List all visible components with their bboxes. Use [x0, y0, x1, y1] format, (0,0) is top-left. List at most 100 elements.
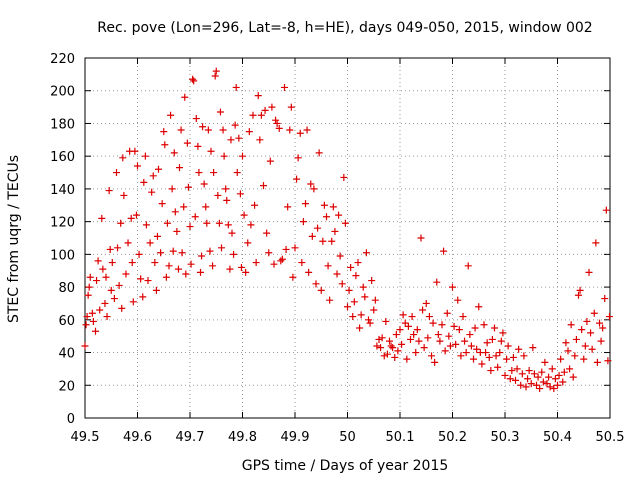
data-point: [162, 273, 170, 281]
data-point: [352, 272, 360, 280]
data-point: [335, 211, 343, 219]
data-point: [581, 342, 589, 350]
data-point: [167, 111, 175, 119]
data-point: [81, 342, 89, 350]
data-point: [190, 77, 198, 85]
data-point: [184, 183, 192, 191]
data-point: [287, 103, 295, 111]
data-point: [92, 327, 99, 335]
data-point: [394, 347, 402, 355]
data-point: [115, 281, 123, 289]
data-point: [303, 126, 311, 134]
data-point: [455, 326, 463, 334]
data-point: [410, 331, 418, 339]
data-point: [529, 344, 537, 352]
data-point: [571, 352, 579, 360]
data-point: [189, 75, 197, 83]
data-point: [347, 263, 355, 271]
data-point: [534, 373, 542, 381]
data-point: [202, 203, 210, 211]
data-point: [429, 319, 437, 327]
data-point: [371, 296, 379, 304]
data-point: [106, 245, 114, 253]
data-point: [168, 185, 176, 193]
data-point: [396, 326, 404, 334]
data-point: [312, 280, 320, 288]
data-point: [517, 381, 525, 389]
data-point: [462, 349, 470, 357]
data-point: [491, 324, 498, 332]
data-point: [176, 164, 183, 172]
data-point: [140, 178, 148, 186]
y-tick-label: 100: [50, 248, 75, 263]
data-point: [483, 339, 491, 347]
data-point: [546, 383, 554, 391]
data-point: [541, 358, 549, 366]
data-point: [590, 309, 598, 317]
data-point: [227, 136, 235, 144]
data-point: [340, 173, 348, 181]
data-point: [247, 221, 255, 229]
data-point: [151, 259, 159, 267]
data-point: [265, 249, 273, 257]
data-point: [233, 169, 241, 177]
data-point: [487, 367, 495, 375]
data-point: [230, 250, 238, 258]
data-point: [118, 304, 126, 312]
data-point: [488, 335, 496, 343]
data-point: [277, 257, 285, 265]
data-point: [302, 200, 309, 208]
data-point: [515, 345, 523, 353]
data-point: [296, 129, 304, 137]
data-point: [173, 227, 181, 235]
data-point: [237, 263, 245, 271]
data-point: [446, 342, 454, 350]
data-point: [420, 344, 428, 352]
data-point: [509, 353, 517, 361]
data-point: [475, 303, 483, 311]
data-point: [466, 331, 474, 339]
data-point: [323, 213, 330, 221]
data-point: [260, 182, 267, 190]
data-point: [341, 219, 349, 227]
data-point: [275, 124, 283, 132]
data-point: [282, 245, 290, 253]
data-point: [216, 108, 224, 116]
data-point: [239, 152, 246, 160]
data-point: [424, 334, 432, 342]
data-point: [497, 337, 505, 345]
data-point: [174, 265, 182, 273]
data-point: [281, 83, 288, 91]
x-tick-label: 50.5: [596, 430, 625, 445]
data-point: [314, 224, 322, 232]
data-point: [141, 152, 149, 160]
data-point: [148, 188, 156, 196]
data-point: [464, 262, 472, 270]
y-tick-label: 140: [50, 183, 75, 198]
data-point: [389, 344, 397, 352]
data-point: [559, 378, 567, 386]
data-point: [182, 270, 190, 278]
data-point: [232, 83, 240, 91]
data-point: [211, 72, 219, 80]
data-point: [604, 357, 612, 365]
data-point: [366, 319, 374, 327]
data-point: [449, 283, 456, 291]
data-point: [576, 286, 584, 294]
data-point: [457, 352, 465, 360]
data-point: [572, 335, 580, 343]
data-point: [336, 252, 344, 260]
data-point: [224, 221, 232, 229]
data-point: [564, 347, 572, 355]
data-point: [485, 353, 493, 361]
data-point: [183, 139, 191, 147]
data-point: [551, 375, 559, 383]
data-point: [362, 249, 370, 257]
data-point: [401, 319, 409, 327]
data-point: [231, 121, 239, 129]
data-point: [538, 368, 546, 376]
data-point: [113, 169, 120, 177]
data-point: [286, 126, 294, 134]
y-tick-label: 0: [67, 412, 75, 427]
data-point: [149, 172, 157, 180]
